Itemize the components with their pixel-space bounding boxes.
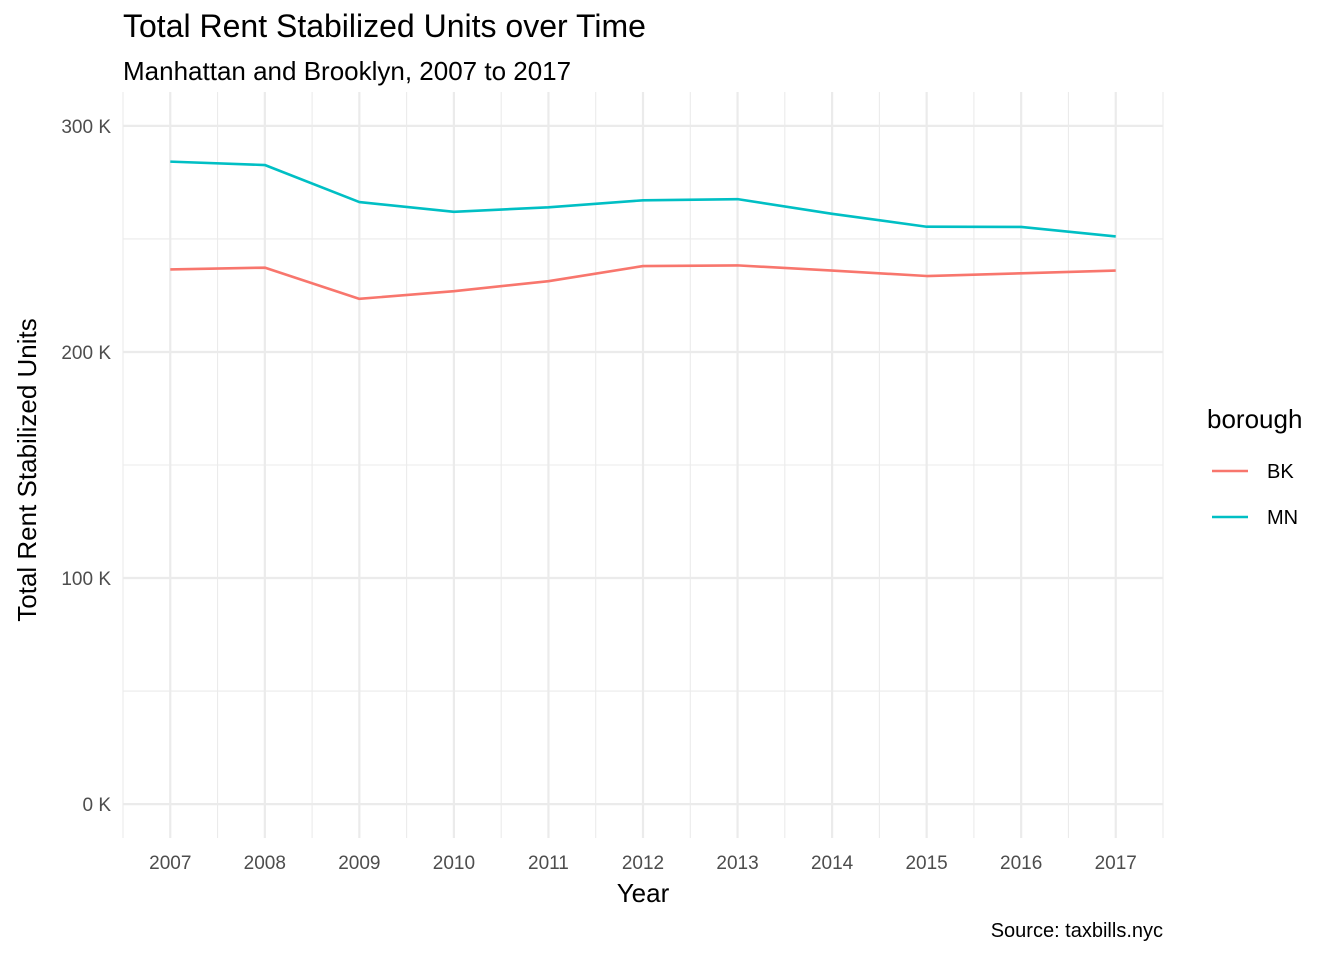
legend-label-mn: MN — [1267, 507, 1298, 529]
x-tick-label: 2007 — [149, 853, 191, 874]
x-tick-label: 2016 — [1000, 853, 1042, 874]
x-tick-label: 2013 — [716, 853, 758, 874]
legend-label-bk: BK — [1267, 461, 1294, 483]
x-axis-ticks: 2007 2008 2009 2010 2011 2012 2013 2014 2015 2016… — [149, 853, 1137, 874]
x-tick-label: 2014 — [811, 853, 854, 874]
chart-subtitle: Manhattan and Brooklyn, 2007 to 2017 — [123, 56, 572, 86]
chart-caption: Source: taxbills.nyc — [990, 920, 1163, 942]
series-lines — [170, 160, 1116, 301]
y-tick-label: 200 K — [61, 343, 111, 364]
x-axis-title: Year — [617, 878, 670, 908]
x-tick-label: 2012 — [622, 853, 664, 874]
legend-title: borough — [1207, 404, 1302, 434]
y-tick-label: 0 K — [82, 795, 111, 816]
x-tick-label: 2009 — [338, 853, 380, 874]
chart-title: Total Rent Stabilized Units over Time — [123, 8, 646, 44]
x-tick-label: 2015 — [905, 853, 947, 874]
series-line-bk — [170, 264, 1116, 301]
y-axis-ticks: 0 K 100 K 200 K 300 K — [61, 117, 111, 816]
x-tick-label: 2017 — [1095, 853, 1137, 874]
y-axis-title: Total Rent Stabilized Units — [12, 318, 42, 621]
y-tick-label: 300 K — [61, 117, 111, 138]
x-tick-label: 2008 — [244, 853, 286, 874]
legend: borough BK MN — [1207, 404, 1302, 529]
y-tick-label: 100 K — [61, 569, 111, 590]
x-tick-label: 2011 — [528, 853, 569, 874]
series-line-mn — [170, 160, 1116, 238]
x-tick-label: 2010 — [433, 853, 475, 874]
gridlines — [122, 92, 1164, 838]
